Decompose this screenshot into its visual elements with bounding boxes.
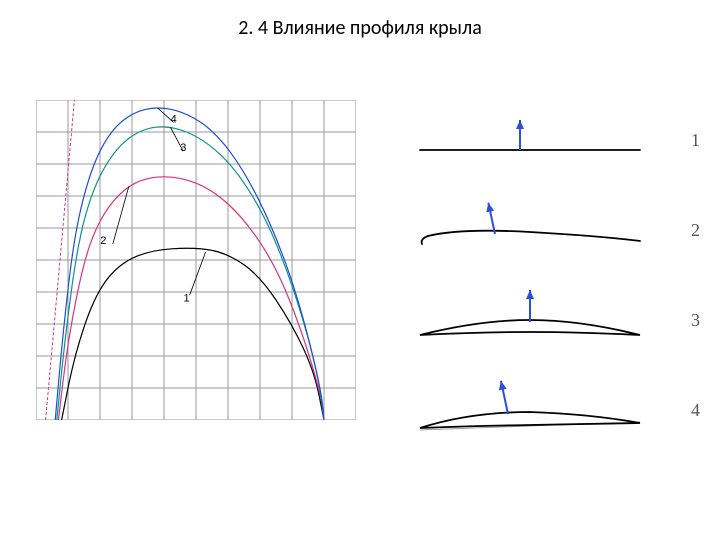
page-title: 2. 4 Влияние профиля крыла — [0, 16, 720, 40]
lift-curves-chart: 1 2 3 4 — [36, 100, 356, 420]
svg-text:1: 1 — [183, 293, 189, 305]
svg-text:2: 2 — [100, 235, 106, 247]
profile-2: 2 — [400, 190, 700, 280]
svg-text:4: 4 — [171, 113, 177, 125]
profile-1: 1 — [400, 100, 700, 190]
svg-text:3: 3 — [180, 142, 186, 154]
profile-4-label: 4 — [691, 400, 700, 421]
profile-1-label: 1 — [691, 130, 700, 151]
airfoil-profiles: 1 2 3 4 — [400, 100, 700, 460]
profile-2-label: 2 — [691, 220, 700, 241]
profile-3: 3 — [400, 280, 700, 370]
profile-4: 4 — [400, 370, 700, 460]
profile-3-label: 3 — [691, 310, 700, 331]
